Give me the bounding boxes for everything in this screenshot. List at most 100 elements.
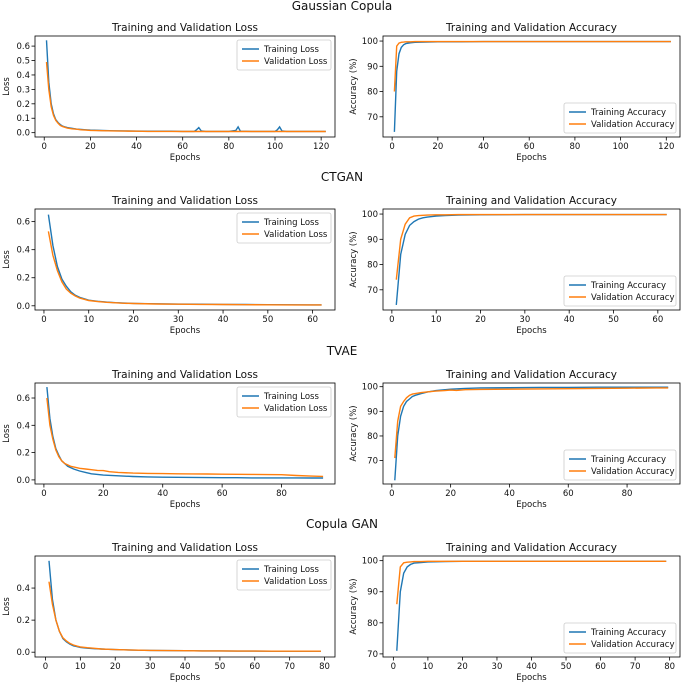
legend-box	[563, 622, 677, 654]
legend: Training Accuracy Validation Accuracy	[563, 275, 677, 307]
x-tick-label: 20	[110, 662, 121, 672]
y-tick-label: 70	[367, 286, 378, 296]
plot-frame	[34, 35, 336, 138]
x-axis-label: Epochs	[170, 673, 201, 682]
legend-box	[236, 559, 332, 591]
chart-panel-4: Training and Validation Accuracy 0 10 20 30 4…	[349, 195, 681, 336]
y-tick-label: 0.6	[16, 394, 30, 404]
x-tick-label: 60	[249, 662, 260, 672]
series-line-validation-accuracy	[393, 40, 671, 92]
legend-box	[236, 212, 332, 244]
x-tick-label: 20	[128, 315, 139, 325]
legend-label: Training Loss	[263, 45, 319, 55]
chart-title: Training and Validation Accuracy	[445, 22, 617, 34]
x-tick-label: 80	[276, 489, 287, 499]
legend: Training Accuracy Validation Accuracy	[563, 102, 677, 134]
y-axis-label: Loss	[2, 250, 12, 269]
x-tick-label: 70	[284, 662, 295, 672]
x-tick-label: 40	[564, 315, 575, 325]
legend-box	[236, 386, 332, 418]
x-tick-label: 20	[457, 662, 468, 672]
x-tick-label: 40	[478, 142, 489, 152]
y-tick-label: 90	[367, 235, 378, 245]
x-axis-label: Epochs	[170, 500, 201, 510]
x-tick-label: 30	[519, 315, 530, 325]
x-tick-label: 10	[75, 662, 86, 672]
x-tick-label: 10	[431, 315, 442, 325]
legend-label: Training Loss	[263, 218, 319, 228]
y-tick-label: 70	[367, 457, 378, 467]
x-tick-label: 30	[173, 315, 184, 325]
y-tick-label: 90	[367, 407, 378, 417]
chart-panel-6: Training and Validation Accuracy 0 20 40 60 8…	[349, 369, 681, 510]
x-axis-label: Epochs	[516, 153, 547, 163]
x-tick-label: 50	[262, 315, 273, 325]
y-tick-label: 70	[367, 650, 378, 660]
x-tick-label: 20	[432, 142, 443, 152]
x-tick-label: 60	[307, 315, 318, 325]
x-tick-label: 0	[41, 315, 46, 325]
x-tick-label: 50	[561, 662, 572, 672]
x-tick-label: 0	[41, 489, 46, 499]
legend-label: Training Accuracy	[590, 281, 666, 291]
x-axis-label: Epochs	[170, 326, 201, 336]
row-title-copula-gan: Copula GAN	[306, 517, 378, 531]
x-tick-label: 40	[131, 142, 142, 152]
y-tick-label: 0.2	[16, 100, 30, 110]
x-tick-label: 10	[422, 662, 433, 672]
x-tick-label: 10	[83, 315, 94, 325]
chart-panel-5: Training and Validation Loss 0 20 40 60 80 0.0…	[2, 369, 336, 510]
x-tick-label: 30	[145, 662, 156, 672]
plot-frame	[34, 208, 336, 311]
x-axis-label: Epochs	[516, 673, 547, 682]
legend: Training Accuracy Validation Accuracy	[563, 449, 677, 481]
x-tick-label: 80	[664, 662, 675, 672]
chart-title: Training and Validation Accuracy	[445, 369, 617, 381]
legend-label: Training Loss	[263, 392, 319, 402]
legend-label: Validation Accuracy	[591, 467, 674, 477]
y-axis-label: Loss	[2, 77, 12, 96]
chart-panel-8: Training and Validation Accuracy 0 10 20 30 4…	[349, 542, 681, 682]
y-axis-label: Loss	[2, 597, 12, 616]
row-title-ctgan: CTGAN	[321, 170, 363, 184]
x-tick-label: 20	[445, 489, 456, 499]
legend-box	[236, 39, 332, 71]
y-tick-label: 100	[362, 37, 378, 47]
legend-label: Training Accuracy	[590, 455, 666, 465]
x-tick-label: 80	[319, 662, 330, 672]
y-tick-label: 0.2	[16, 274, 30, 284]
y-tick-label: 0.3	[16, 85, 30, 95]
legend-label: Validation Loss	[264, 577, 328, 587]
y-tick-label: 100	[362, 557, 378, 567]
y-axis-label: Accuracy (%)	[349, 58, 359, 114]
x-axis-label: Epochs	[170, 153, 201, 163]
y-tick-label: 0.4	[16, 421, 30, 431]
chart-panel-7: Training and Validation Loss 0 10 20 30 40 50 6…	[2, 542, 336, 682]
plot-frame	[382, 35, 681, 138]
series-line-validation-loss	[47, 231, 322, 306]
x-tick-label: 40	[504, 489, 515, 499]
legend-box	[563, 275, 677, 307]
x-tick-label: 60	[563, 489, 574, 499]
chart-title: Training and Validation Loss	[111, 22, 258, 34]
series-line-validation-accuracy	[394, 387, 669, 459]
row-title-gaussian-copula: Gaussian Copula	[292, 0, 393, 13]
chart-title: Training and Validation Loss	[111, 542, 258, 554]
legend-label: Training Accuracy	[590, 108, 666, 118]
y-tick-label: 0.4	[16, 246, 30, 256]
x-tick-label: 120	[313, 142, 329, 152]
chart-title: Training and Validation Accuracy	[445, 542, 617, 554]
y-tick-label: 0.5	[16, 57, 30, 67]
series-line-validation-loss	[48, 581, 321, 652]
y-tick-label: 100	[362, 210, 378, 220]
plot-frame	[34, 382, 336, 485]
legend: Training Loss Validation Loss	[236, 559, 332, 591]
y-axis-label: Accuracy (%)	[349, 405, 359, 461]
x-tick-label: 0	[389, 142, 394, 152]
legend-label: Validation Loss	[264, 404, 328, 414]
y-axis-label: Loss	[2, 424, 12, 443]
x-tick-label: 60	[177, 142, 188, 152]
y-tick-label: 0.4	[16, 584, 30, 594]
legend-label: Validation Loss	[264, 57, 328, 67]
